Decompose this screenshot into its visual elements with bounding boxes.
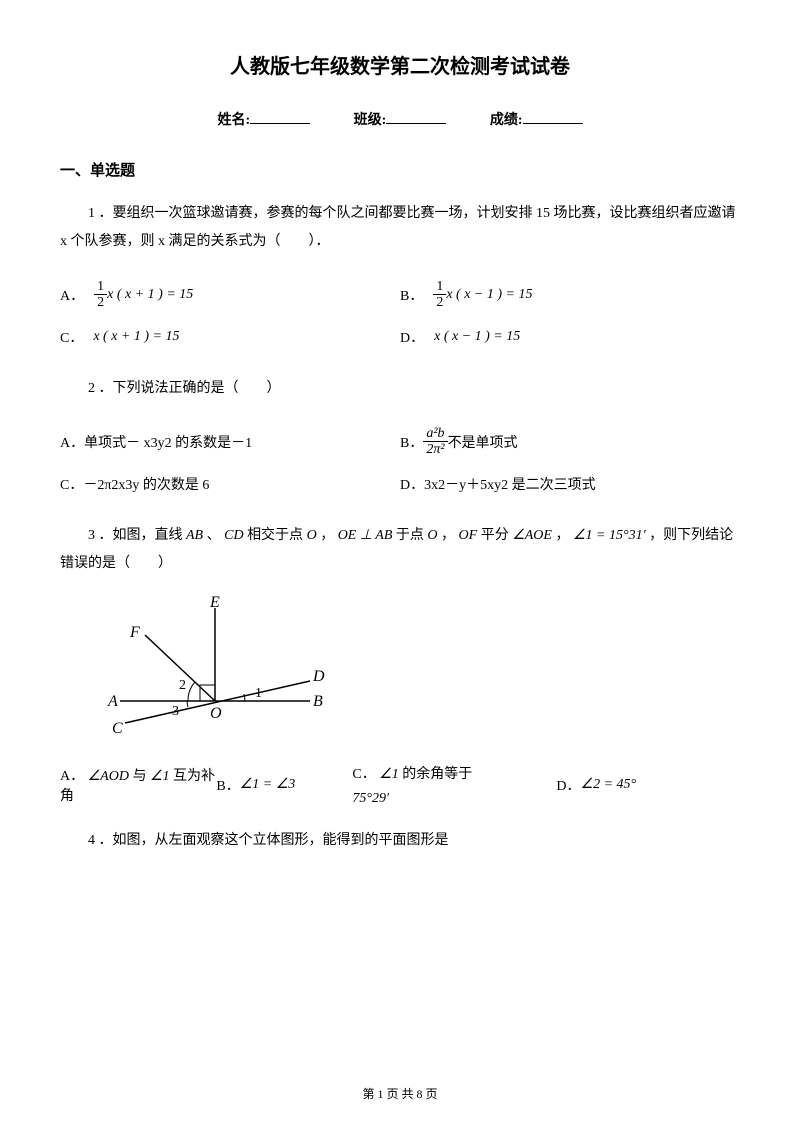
math-var: OF (459, 528, 478, 543)
math-expr: ∠2 = 45° (581, 776, 637, 793)
q3-text: 3 ．如图，直线 AB 、 CD 相交于点 O ， OE ⊥ AB 于点 O ，… (60, 522, 740, 578)
math-var: O (307, 528, 317, 543)
text: 相交于点 (247, 528, 303, 543)
math-expr: ∠1 (379, 767, 399, 782)
q3-options: A． ∠AOD 与 ∠1 互为补角 B． ∠1 = ∠3 C． ∠1 的余角等于… (60, 763, 740, 807)
math-var: OE ⊥ AB (338, 528, 393, 543)
opt-label: B． (400, 432, 423, 452)
page-footer: 第 1 页 共 8 页 (0, 1085, 800, 1102)
text: 的余角等于 (402, 767, 472, 782)
score-label: 成绩: (490, 113, 523, 128)
math-expr: x ( x − 1 ) = 15 (446, 287, 532, 303)
label-ang3: 3 (172, 704, 179, 719)
name-label: 姓名: (217, 113, 250, 128)
q3-opt-d: D． ∠2 = 45° (556, 763, 740, 807)
frac-den: 2 (433, 295, 446, 310)
q2-text: 2 ．下列说法正确的是（ ） (60, 375, 740, 403)
label-A: A (107, 693, 118, 710)
math-expr: x ( x + 1 ) = 15 (107, 287, 193, 303)
math-expr: ∠1 (150, 769, 170, 784)
frac-den: 2π² (423, 442, 447, 457)
name-blank (250, 123, 310, 124)
opt-label: C． (60, 327, 83, 347)
q2-opt-c: C．－2π2x3y 的次数是 6 (60, 466, 400, 502)
info-line: 姓名: 班级: 成绩: (60, 109, 740, 129)
q1-opt-a: A． 1 2 x ( x + 1 ) = 15 (60, 271, 400, 319)
section-1-title: 一、单选题 (60, 159, 740, 180)
opt-label: D． (556, 775, 580, 795)
fraction: a²b 2π² (423, 426, 447, 458)
q2-opt-a: A．单项式－ x3y2 的系数是－1 (60, 418, 400, 466)
q2-options: A．单项式－ x3y2 的系数是－1 B． a²b 2π² 不是单项式 C．－2… (60, 418, 740, 502)
q3-diagram: E F A B C D O 1 2 3 (100, 593, 740, 748)
q1-text: 1 ．要组织一次篮球邀请赛，参赛的每个队之间都要比赛一场，计划安排 15 场比赛… (60, 200, 740, 256)
math-expr: ∠AOD (88, 769, 129, 784)
q3-opt-a: A． ∠AOD 与 ∠1 互为补角 (60, 763, 216, 807)
text: 平分 (481, 528, 509, 543)
frac-num: a²b (423, 426, 447, 442)
label-C: C (112, 720, 123, 737)
text: 与 (132, 769, 146, 784)
label-B: B (313, 693, 323, 710)
fraction: 1 2 (433, 279, 446, 311)
q3-opt-b: B． ∠1 = ∠3 (216, 763, 352, 807)
exam-title: 人教版七年级数学第二次检测考试试卷 (60, 50, 740, 79)
q2-opt-d: D．3x2－y＋5xy2 是二次三项式 (400, 466, 740, 502)
label-ang2: 2 (179, 678, 186, 693)
q2-opt-b: B． a²b 2π² 不是单项式 (400, 418, 740, 466)
q1-opt-b: B． 1 2 x ( x − 1 ) = 15 (400, 271, 740, 319)
math-var: ∠AOE (512, 528, 552, 543)
label-D: D (312, 668, 325, 685)
text: ， (555, 528, 569, 543)
class-label: 班级: (354, 113, 387, 128)
fraction: 1 2 (94, 279, 107, 311)
label-F: F (129, 624, 140, 641)
math-expr: ∠1 = ∠3 (240, 776, 296, 793)
frac-num: 1 (94, 279, 107, 295)
math-var: O (427, 528, 437, 543)
q1-options: A． 1 2 x ( x + 1 ) = 15 B． 1 2 x ( x − 1… (60, 271, 740, 355)
math-expr: x ( x + 1 ) = 15 (93, 329, 179, 345)
text: 、 (207, 528, 221, 543)
math-var: AB (186, 528, 203, 543)
q1-opt-c: C． x ( x + 1 ) = 15 (60, 319, 400, 355)
score-blank (523, 123, 583, 124)
math-val: 75°29′ (352, 791, 389, 806)
math-var: CD (224, 528, 243, 543)
opt-label: A． (60, 769, 84, 784)
frac-den: 2 (94, 295, 107, 310)
text: ， (320, 528, 334, 543)
opt-suffix: 不是单项式 (448, 432, 518, 452)
math-expr: x ( x − 1 ) = 15 (434, 329, 520, 345)
label-E: E (209, 594, 220, 611)
math-var: ∠1 = 15°31′ (573, 528, 646, 543)
geometry-diagram-icon: E F A B C D O 1 2 3 (100, 593, 330, 743)
opt-label: A． (60, 285, 84, 305)
opt-label: C． (352, 767, 375, 782)
text: 3 ．如图，直线 (88, 528, 183, 543)
q3-opt-c: C． ∠1 的余角等于 75°29′ (352, 763, 556, 807)
opt-label: B． (216, 775, 239, 795)
q1-opt-d: D． x ( x − 1 ) = 15 (400, 319, 740, 355)
label-ang1: 1 (255, 686, 262, 701)
text: 于点 (396, 528, 424, 543)
opt-label: D． (400, 327, 424, 347)
opt-label: B． (400, 285, 423, 305)
text: ， (441, 528, 455, 543)
label-O: O (210, 705, 222, 722)
class-blank (386, 123, 446, 124)
q4-text: 4 ．如图，从左面观察这个立体图形，能得到的平面图形是 (60, 827, 740, 855)
frac-num: 1 (433, 279, 446, 295)
